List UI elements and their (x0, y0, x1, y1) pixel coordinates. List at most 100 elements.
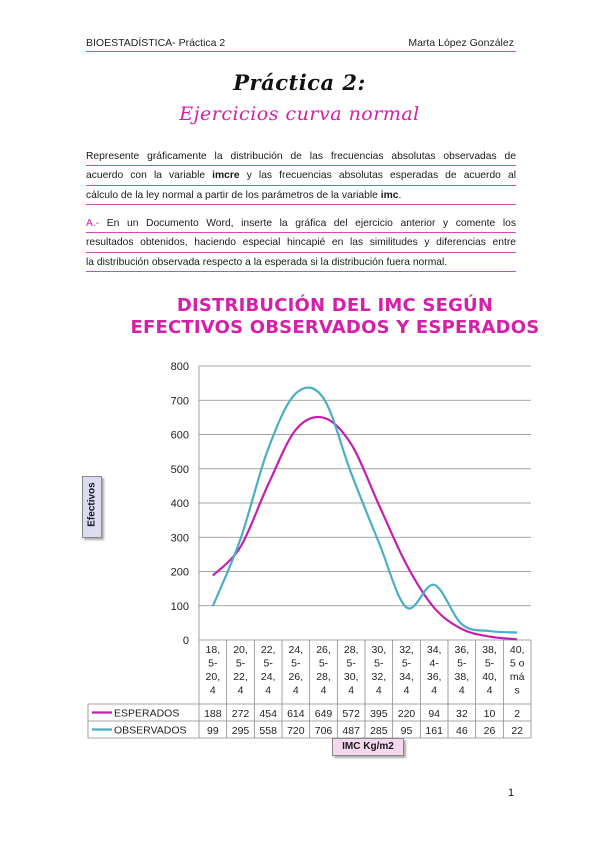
x-tick-label: 4 (404, 685, 410, 697)
table-value: 26 (484, 725, 496, 737)
x-tick-label: 4 (376, 685, 382, 697)
x-tick-label: 36, (427, 671, 442, 683)
table-value: 614 (287, 708, 305, 720)
y-tick-label: 0 (183, 635, 189, 647)
x-tick-label: 5- (291, 658, 301, 670)
table-value: 46 (456, 725, 468, 737)
x-tick-label: 28, (316, 671, 331, 683)
x-tick-label: 30, (372, 644, 387, 656)
x-tick-label: 4 (487, 685, 493, 697)
table-value: 188 (204, 708, 222, 720)
table-value: 649 (315, 708, 333, 720)
legend-label-esperados: ESPERADOS (114, 708, 179, 720)
x-tick-label: 4 (459, 685, 465, 697)
x-tick-label: s (515, 685, 520, 697)
chart-title-line-1: DISTRIBUCIÓN DEL IMC SEGÚN (176, 295, 494, 316)
x-tick-label: 5- (208, 658, 218, 670)
x-tick-label: 24, (261, 671, 276, 683)
x-tick-label: 4 (238, 685, 244, 697)
x-tick-label: má (510, 671, 525, 683)
x-tick-label: 4 (431, 685, 437, 697)
x-tick-label: 5- (236, 658, 246, 670)
x-tick-label: 5- (263, 658, 273, 670)
page-subtitle: Ejercicios curva normal (179, 103, 420, 125)
x-tick-label: 5- (346, 658, 356, 670)
task-paragraph: A.- En un Documento Word, inserte la grá… (86, 214, 516, 273)
intro-line-2: acuerdo con la variable imcre y las frec… (86, 166, 516, 186)
task-line-2: resultados obtenidos, haciendo especial … (86, 233, 516, 253)
intro-line-3: cálculo de la ley normal a partir de los… (86, 186, 516, 206)
task-line-1: A.- En un Documento Word, inserte la grá… (86, 214, 516, 234)
x-tick-label: 20, (206, 671, 221, 683)
table-value: 558 (259, 725, 277, 737)
series-line-observados (211, 386, 518, 634)
x-tick-label: 26, (289, 671, 304, 683)
x-tick-label: 20, (233, 644, 248, 656)
table-value: 285 (370, 725, 388, 737)
header-left: BIOESTADÍSTICA- Práctica 2 (86, 37, 226, 49)
table-value: 2 (514, 708, 520, 720)
table-value: 95 (401, 725, 413, 737)
chart-title-line-2: EFECTIVOS OBSERVADOS Y ESPERADOS (130, 317, 540, 338)
x-tick-label: 5 o (510, 658, 525, 670)
table-value: 572 (342, 708, 360, 720)
page-number: 1 (508, 787, 515, 799)
y-tick-label: 400 (171, 498, 189, 510)
y-tick-label: 700 (171, 395, 189, 407)
x-tick-label: 22, (233, 671, 248, 683)
y-tick-label: 600 (171, 430, 189, 442)
x-tick-label: 4 (321, 685, 327, 697)
x-tick-label: 5- (485, 658, 495, 670)
x-tick-label: 5- (402, 658, 412, 670)
x-tick-label: 30, (344, 671, 359, 683)
x-tick-label: 34, (427, 644, 442, 656)
x-tick-label: 26, (316, 644, 331, 656)
table-value: 720 (287, 725, 305, 737)
x-tick-label: 4 (265, 685, 271, 697)
y-tick-label: 500 (171, 464, 189, 476)
header-right: Marta López González (408, 37, 514, 49)
table-value: 94 (428, 708, 440, 720)
x-tick-label: 40, (510, 644, 525, 656)
y-tick-label: 100 (171, 601, 189, 613)
x-tick-label: 4 (348, 685, 354, 697)
header-rule (86, 51, 516, 52)
x-tick-label: 5- (374, 658, 384, 670)
x-tick-label: 38, (455, 671, 470, 683)
table-value: 22 (511, 725, 523, 737)
table-value: 220 (398, 708, 416, 720)
x-tick-label: 18, (206, 644, 221, 656)
task-line-3: la distribución observada respecto a la … (86, 253, 516, 273)
x-tick-label: 4 (210, 685, 216, 697)
x-tick-label: 32, (399, 644, 414, 656)
intro-paragraph: Represente gráficamente la distribución … (86, 147, 516, 206)
x-tick-label: 5- (319, 658, 329, 670)
x-tick-label: 28, (344, 644, 359, 656)
table-value: 487 (342, 725, 360, 737)
table-value: 395 (370, 708, 388, 720)
legend-label-observados: OBSERVADOS (114, 725, 187, 737)
x-axis-label: IMC Kg/m2 (332, 738, 404, 756)
page-title: Práctica 2: (233, 70, 366, 95)
x-tick-label: 34, (399, 671, 414, 683)
table-value: 32 (456, 708, 468, 720)
table-value: 295 (232, 725, 250, 737)
x-tick-label: 32, (372, 671, 387, 683)
y-axis-label-box: Efectivos (82, 476, 102, 538)
x-tick-label: 4 (293, 685, 299, 697)
table-value: 454 (259, 708, 277, 720)
y-tick-label: 200 (171, 567, 189, 579)
table-value: 10 (484, 708, 496, 720)
series-line-esperados (212, 415, 518, 641)
table-value: 706 (315, 725, 333, 737)
table-value: 161 (425, 725, 443, 737)
y-tick-label: 300 (171, 532, 189, 544)
x-tick-label: 38, (482, 644, 497, 656)
x-tick-label: 22, (261, 644, 276, 656)
x-tick-label: 4- (429, 658, 439, 670)
x-tick-label: 40, (482, 671, 497, 683)
task-label: A.- (86, 218, 100, 229)
x-tick-label: 36, (455, 644, 470, 656)
table-value: 99 (207, 725, 219, 737)
